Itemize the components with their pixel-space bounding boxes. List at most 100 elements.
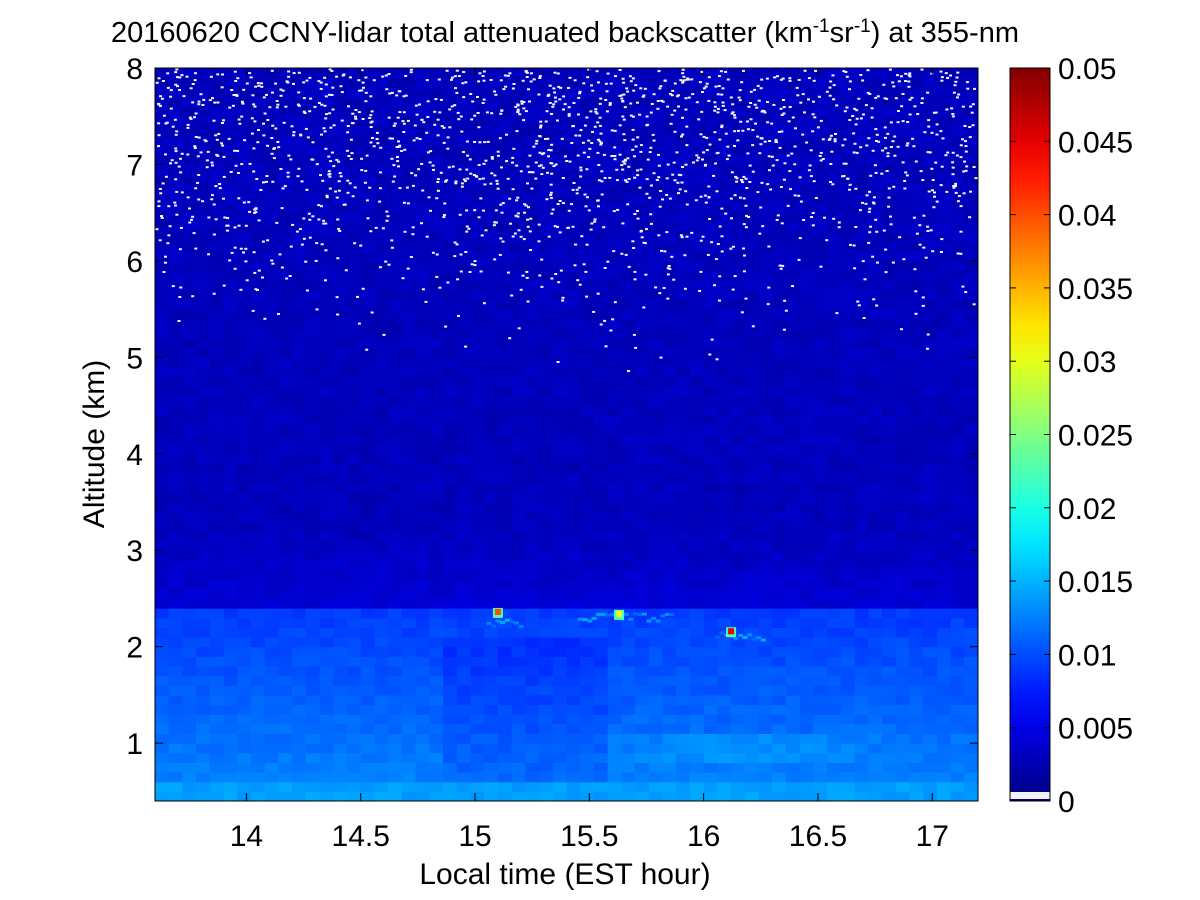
heatmap-cell bbox=[305, 357, 321, 368]
heatmap-cell bbox=[470, 357, 485, 368]
heatmap-cell bbox=[209, 559, 225, 571]
heatmap-cell bbox=[813, 222, 828, 233]
heatmap-cell bbox=[909, 424, 924, 436]
heatmap-cell bbox=[484, 106, 499, 117]
heatmap-cell bbox=[758, 482, 773, 493]
heatmap-cell bbox=[182, 666, 197, 677]
heatmap-cell bbox=[292, 222, 307, 233]
heatmap-cell bbox=[237, 395, 252, 407]
heatmap-cell bbox=[690, 386, 705, 397]
heatmap-cell bbox=[827, 627, 842, 638]
noise-pixel bbox=[319, 81, 323, 84]
heatmap-cell bbox=[882, 270, 897, 281]
heatmap-cell bbox=[950, 772, 965, 783]
heatmap-cell bbox=[744, 367, 760, 378]
noise-pixel bbox=[279, 88, 283, 91]
heatmap-cell bbox=[347, 530, 362, 542]
heatmap-cell bbox=[827, 473, 842, 484]
heatmap-cell bbox=[360, 299, 376, 310]
heatmap-cell bbox=[456, 222, 472, 233]
heatmap-cell bbox=[950, 781, 965, 792]
heatmap-cell bbox=[168, 781, 183, 792]
heatmap-cell bbox=[786, 424, 801, 436]
heatmap-cell bbox=[621, 424, 636, 436]
heatmap-cell bbox=[525, 106, 540, 117]
heatmap-cell bbox=[278, 415, 293, 426]
heatmap-cell bbox=[401, 338, 417, 349]
heatmap-cell bbox=[799, 733, 814, 744]
heatmap-cell bbox=[703, 96, 718, 108]
heatmap-cell bbox=[401, 511, 417, 522]
heatmap-cell bbox=[360, 444, 376, 455]
heatmap-cell bbox=[388, 733, 403, 744]
heatmap-cell bbox=[799, 791, 814, 801]
heatmap-cell bbox=[772, 145, 787, 156]
noise-pixel bbox=[705, 136, 709, 139]
heatmap-cell bbox=[909, 482, 924, 493]
heatmap-cell bbox=[292, 694, 307, 706]
heatmap-cell bbox=[840, 781, 856, 792]
heatmap-cell bbox=[415, 415, 430, 426]
heatmap-cell bbox=[799, 627, 814, 638]
heatmap-cell bbox=[319, 183, 334, 194]
noise-pixel bbox=[585, 243, 589, 246]
heatmap-cell bbox=[621, 405, 636, 416]
heatmap-cell bbox=[305, 714, 321, 725]
heatmap-cell bbox=[278, 521, 293, 532]
heatmap-cell bbox=[744, 714, 760, 725]
heatmap-cell bbox=[690, 733, 705, 744]
heatmap-cell bbox=[388, 444, 403, 455]
heatmap-cell bbox=[690, 251, 705, 262]
heatmap-cell bbox=[292, 395, 307, 407]
heatmap-cell bbox=[305, 116, 321, 127]
heatmap-cell bbox=[223, 772, 238, 783]
heatmap-cell bbox=[223, 588, 238, 599]
heatmap-cell bbox=[936, 511, 952, 522]
heatmap-cell bbox=[950, 251, 965, 262]
heatmap-cell bbox=[676, 453, 691, 464]
heatmap-cell bbox=[717, 781, 732, 792]
heatmap-cell bbox=[868, 781, 883, 792]
noise-pixel bbox=[182, 95, 186, 98]
heatmap-cell bbox=[909, 492, 924, 503]
heatmap-cell bbox=[209, 791, 225, 801]
heatmap-cell bbox=[155, 434, 170, 445]
heatmap-cell bbox=[278, 299, 293, 310]
heatmap-cell bbox=[511, 96, 526, 108]
heatmap-cell bbox=[305, 444, 321, 455]
heatmap-cell bbox=[497, 598, 513, 609]
heatmap-cell bbox=[717, 473, 732, 484]
heatmap-cell bbox=[703, 444, 718, 455]
heatmap-cell bbox=[415, 106, 430, 117]
heatmap-cell bbox=[333, 434, 348, 445]
heatmap-cell bbox=[580, 733, 595, 744]
heatmap-cell bbox=[923, 116, 938, 127]
heatmap-cell bbox=[772, 174, 787, 185]
noise-pixel bbox=[278, 253, 282, 256]
heatmap-cell bbox=[525, 367, 540, 378]
heatmap-cell bbox=[648, 309, 664, 320]
heatmap-cell bbox=[868, 733, 883, 744]
heatmap-cell bbox=[731, 68, 746, 79]
heatmap-cell bbox=[923, 222, 938, 233]
heatmap-cell bbox=[566, 637, 581, 648]
heatmap-cell bbox=[456, 116, 472, 127]
heatmap-cell bbox=[950, 723, 965, 734]
heatmap-cell bbox=[731, 299, 746, 310]
heatmap-cell bbox=[772, 328, 787, 339]
heatmap-cell bbox=[333, 125, 348, 137]
heatmap-cell bbox=[936, 637, 952, 648]
heatmap-cell bbox=[484, 347, 499, 358]
heatmap-cell bbox=[703, 212, 718, 223]
heatmap-cell bbox=[593, 492, 609, 503]
heatmap-cell bbox=[196, 482, 211, 493]
heatmap-cell bbox=[429, 241, 444, 252]
heatmap-cell bbox=[539, 550, 554, 561]
heatmap-cell bbox=[964, 183, 978, 194]
heatmap-cell bbox=[237, 675, 252, 686]
heatmap-cell bbox=[786, 666, 801, 677]
heatmap-cell bbox=[772, 723, 787, 734]
heatmap-cell bbox=[347, 685, 362, 696]
heatmap-cell bbox=[292, 492, 307, 503]
